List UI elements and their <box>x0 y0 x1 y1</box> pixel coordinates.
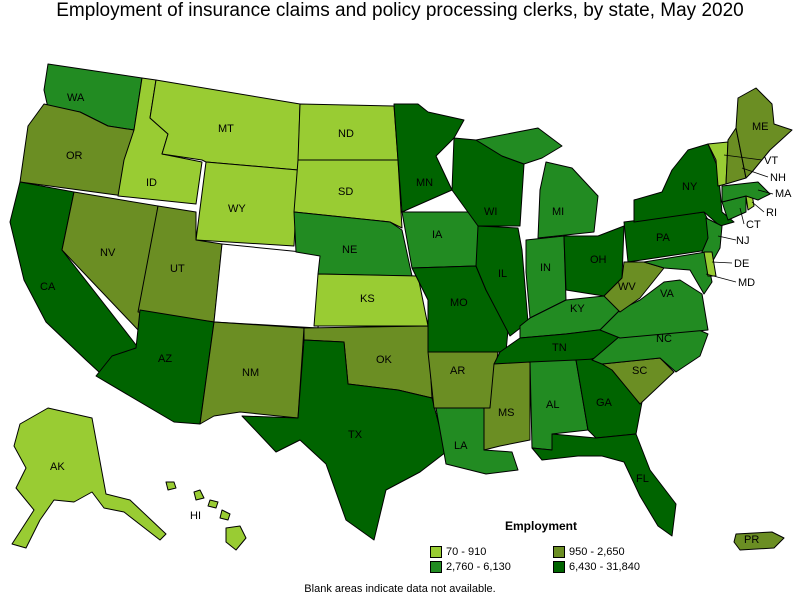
legend-label-1: 70 - 910 <box>446 546 487 558</box>
state-label-sc: SC <box>632 365 647 377</box>
state-label-pa: PA <box>656 232 671 244</box>
leader-NH <box>741 167 769 178</box>
state-label-ny: NY <box>682 181 698 193</box>
state-MI <box>475 127 599 239</box>
state-PR <box>733 531 785 551</box>
state-label-ak: AK <box>50 461 65 473</box>
state-label-ct: CT <box>746 219 761 231</box>
state-VT <box>707 141 729 187</box>
state-label-il: IL <box>498 268 507 280</box>
map-title: Employment of insurance claims and polic… <box>56 0 744 21</box>
state-label-vt: VT <box>764 155 778 167</box>
state-SD <box>293 159 403 229</box>
leader-CT <box>739 207 745 225</box>
leader-NJ <box>717 235 737 241</box>
state-label-wy: WY <box>228 203 246 215</box>
state-label-fl: FL <box>636 473 649 485</box>
state-NY <box>633 143 735 227</box>
state-ME <box>735 87 793 179</box>
legend-swatch-2 <box>553 546 565 558</box>
legend-swatch-4 <box>553 561 565 573</box>
legend-item-3: 2,760 - 6,130 <box>430 561 511 573</box>
state-label-hi: HI <box>190 510 201 522</box>
state-label-oh: OH <box>590 254 607 266</box>
state-label-va: VA <box>660 288 675 300</box>
state-label-ok: OK <box>376 354 393 366</box>
leader-VT <box>723 154 763 161</box>
legend-label-3: 2,760 - 6,130 <box>446 561 511 573</box>
state-CO <box>213 243 323 329</box>
legend-label-2: 950 - 2,650 <box>569 546 625 558</box>
state-label-wa: WA <box>67 92 85 104</box>
leader-DE <box>711 261 733 264</box>
state-label-nv: NV <box>100 247 116 259</box>
legend-item-2: 950 - 2,650 <box>553 546 625 558</box>
state-WY <box>195 161 299 247</box>
state-label-nm: NM <box>242 367 259 379</box>
footnote: Blank areas indicate data not available. <box>304 583 496 595</box>
state-label-mo: MO <box>450 297 468 309</box>
state-DE <box>703 251 717 277</box>
state-label-ms: MS <box>498 407 515 419</box>
state-label-tx: TX <box>348 429 363 441</box>
state-label-nj: NJ <box>736 235 749 247</box>
state-MA <box>721 181 771 203</box>
state-FL <box>531 433 677 537</box>
state-HI <box>165 481 247 551</box>
state-label-nd: ND <box>338 128 354 140</box>
state-AR <box>427 351 499 409</box>
state-label-ca: CA <box>40 281 56 293</box>
state-label-mt: MT <box>218 123 234 135</box>
state-label-or: OR <box>66 150 83 162</box>
leader-MA <box>757 189 774 195</box>
legend-item-4: 6,430 - 31,840 <box>553 561 640 573</box>
state-label-ne: NE <box>342 244 357 256</box>
state-label-ut: UT <box>170 263 185 275</box>
state-label-ri: RI <box>766 207 777 219</box>
state-label-mi: MI <box>552 206 564 218</box>
leader-MD <box>705 273 737 283</box>
leader-RI <box>751 201 765 213</box>
state-label-wi: WI <box>484 206 497 218</box>
state-MN <box>393 103 465 213</box>
state-label-sd: SD <box>338 186 353 198</box>
state-label-de: DE <box>734 258 749 270</box>
state-label-nh: NH <box>770 172 786 184</box>
state-label-mn: MN <box>416 177 433 189</box>
state-label-az: AZ <box>158 353 172 365</box>
state-IL <box>475 225 529 337</box>
state-label-ga: GA <box>596 397 613 409</box>
state-label-in: IN <box>540 262 551 274</box>
state-label-la: LA <box>454 440 468 452</box>
state-label-ia: IA <box>432 229 443 241</box>
state-TX <box>241 339 447 541</box>
state-label-ar: AR <box>450 365 465 377</box>
state-label-al: AL <box>546 399 559 411</box>
legend-label-4: 6,430 - 31,840 <box>569 561 640 573</box>
state-label-id: ID <box>146 177 157 189</box>
state-label-pr: PR <box>744 534 759 546</box>
legend-swatch-1 <box>430 546 442 558</box>
state-label-ky: KY <box>570 303 585 315</box>
legend-swatch-3 <box>430 561 442 573</box>
state-label-tn: TN <box>552 342 567 354</box>
state-label-wv: WV <box>618 281 636 293</box>
legend-title: Employment <box>505 519 578 533</box>
state-AK <box>11 407 167 549</box>
state-label-ma: MA <box>775 188 792 200</box>
legend-item-1: 70 - 910 <box>430 546 486 558</box>
state-label-md: MD <box>738 277 755 289</box>
state-label-me: ME <box>752 121 769 133</box>
state-label-nc: NC <box>656 333 672 345</box>
state-label-ks: KS <box>360 293 375 305</box>
